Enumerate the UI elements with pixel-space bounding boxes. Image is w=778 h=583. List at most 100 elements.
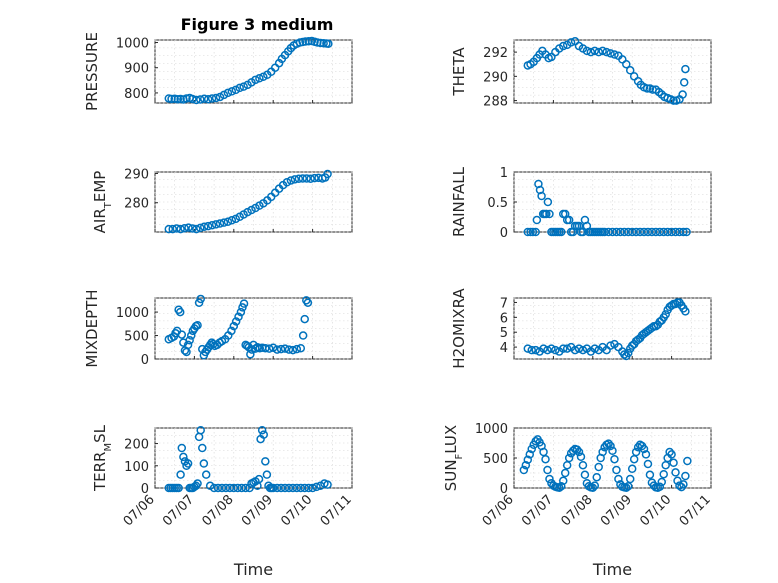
y-tick-label: 0 <box>500 226 508 241</box>
data-point <box>229 321 239 331</box>
subplot-7: 0 100 200 TERRMSL 07/06 07/07 07/08 07/09 07/10 0… <box>91 424 355 579</box>
data-point <box>177 330 187 339</box>
y-tick-label: 1 <box>500 166 508 181</box>
data-point <box>196 223 205 233</box>
data-point <box>604 439 613 448</box>
data-point <box>298 331 308 340</box>
data-point <box>176 224 185 234</box>
data-point <box>303 298 313 307</box>
data-point <box>594 462 603 472</box>
data-point <box>574 344 584 353</box>
data-point <box>257 425 267 435</box>
data-point <box>531 345 540 355</box>
data-point <box>312 482 321 492</box>
y-tick-label: 4 <box>500 341 508 356</box>
y-axis-label: TERRMSL <box>91 424 114 492</box>
y-axis-label: SUNFLUX <box>442 425 465 491</box>
data-point <box>168 224 177 234</box>
data-point <box>231 317 241 326</box>
data-point <box>203 94 213 104</box>
x-tick-label: 07/11 <box>318 492 355 529</box>
data-point <box>323 169 332 179</box>
data-point <box>310 173 319 183</box>
data-point <box>174 483 183 493</box>
data-point <box>671 299 680 309</box>
data-point <box>521 460 531 470</box>
subplot-3: 280 290 AIRTEMP <box>91 167 353 234</box>
data-point <box>177 443 187 453</box>
data-point <box>612 465 621 475</box>
data-point <box>681 307 690 316</box>
data-point <box>598 447 607 457</box>
y-tick-label: 280 <box>124 197 149 212</box>
y-tick-label: 0.5 <box>487 196 508 211</box>
data-point <box>519 465 529 475</box>
data-point <box>647 227 657 237</box>
data-point <box>308 483 317 493</box>
data-point <box>625 66 635 75</box>
data-point <box>564 215 574 225</box>
data-point <box>531 227 540 237</box>
data-point <box>671 227 680 237</box>
data-point <box>172 224 181 233</box>
data-point <box>616 227 625 237</box>
data-point <box>183 459 193 468</box>
data-point <box>183 340 193 350</box>
data-point <box>523 455 533 465</box>
data-point <box>557 227 566 237</box>
data-point <box>246 350 255 359</box>
data-point <box>557 481 566 491</box>
x-tick-label: 07/07 <box>519 492 556 529</box>
data-point <box>655 482 665 492</box>
data-point <box>211 220 221 229</box>
data-point <box>300 483 309 493</box>
data-point <box>316 38 325 48</box>
data-point <box>547 344 556 353</box>
data-point <box>594 47 603 57</box>
data-point <box>296 483 306 493</box>
x-tick-label: 07/06 <box>480 492 517 529</box>
data-point <box>280 483 290 493</box>
data-point <box>251 75 260 85</box>
data-point <box>580 470 590 480</box>
data-point <box>608 227 617 237</box>
data-point <box>562 344 572 353</box>
data-point <box>255 74 264 83</box>
data-point <box>576 452 586 462</box>
data-point <box>525 450 535 459</box>
data-point <box>196 95 205 104</box>
data-point <box>286 176 296 185</box>
data-point <box>292 344 302 354</box>
data-point <box>200 222 209 231</box>
data-point <box>272 483 282 493</box>
y-tick-label: 500 <box>483 452 508 467</box>
data-point <box>659 469 668 479</box>
data-point <box>239 299 249 308</box>
data-point <box>245 483 254 493</box>
data-point <box>665 447 674 457</box>
data-point <box>225 483 235 493</box>
data-point <box>188 94 197 104</box>
data-point <box>219 218 229 227</box>
y-tick-label: 0 <box>500 482 508 497</box>
data-point <box>302 174 311 183</box>
data-point <box>679 480 688 489</box>
data-point <box>570 345 580 355</box>
data-point <box>306 174 315 183</box>
data-point <box>590 344 600 353</box>
data-point <box>233 483 242 493</box>
data-point <box>188 224 197 233</box>
subplot-1: 800 900 1000 PRESSURE <box>83 32 353 111</box>
y-axis-label: MIXDEPTH <box>83 289 101 367</box>
x-tick-label: 07/10 <box>278 492 315 529</box>
data-point <box>566 38 576 47</box>
data-point <box>236 307 246 317</box>
data-point <box>229 483 239 493</box>
data-point <box>659 227 668 237</box>
data-point <box>545 474 554 484</box>
data-point <box>675 481 684 490</box>
data-point <box>602 47 611 57</box>
data-point <box>590 481 600 490</box>
